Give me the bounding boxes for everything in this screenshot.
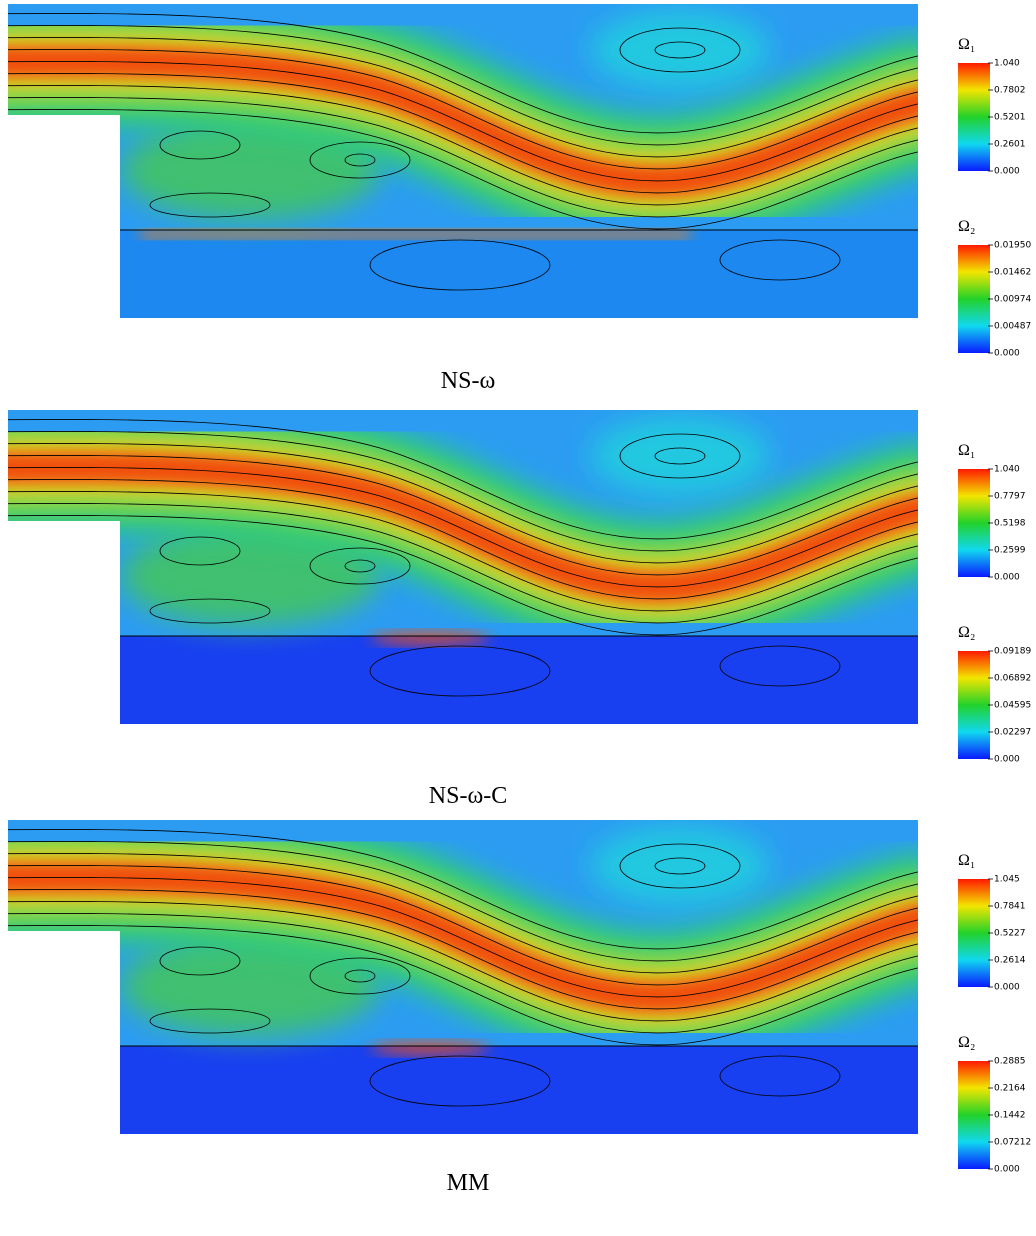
colorbar-tick-label: 0.06892 bbox=[994, 674, 1031, 684]
colorbar-label: Ω₁ bbox=[958, 442, 975, 459]
interface-peak bbox=[370, 1042, 490, 1054]
colorbar-tick-label: 0.09189 bbox=[994, 647, 1031, 657]
colorbar-tick-label: 0.7802 bbox=[994, 86, 1026, 96]
colorbar-tick-label: 0.000 bbox=[994, 167, 1020, 177]
contour-field bbox=[0, 406, 940, 736]
colorbar-tick-label: 0.00974 bbox=[994, 295, 1031, 305]
colorbar-tick-label: 0.2164 bbox=[994, 1084, 1026, 1094]
colorbar-tick-label: 1.045 bbox=[994, 875, 1020, 885]
interface-peak bbox=[370, 632, 490, 644]
colorbar bbox=[958, 245, 990, 353]
colorbar-tick-label: 0.7797 bbox=[994, 492, 1026, 502]
colorbar-tick-label: 0.5227 bbox=[994, 929, 1026, 939]
colorbar-tick-label: 0.07212 bbox=[994, 1138, 1031, 1148]
colorbar-tick-label: 0.2599 bbox=[994, 546, 1026, 556]
colorbar-tick-label: 0.000 bbox=[994, 983, 1020, 993]
colorbar-label: Ω₂ bbox=[958, 1034, 975, 1051]
colorbar-tick-label: 0.7841 bbox=[994, 902, 1026, 912]
contour-field bbox=[0, 816, 940, 1146]
colorbar-tick-label: 1.040 bbox=[994, 59, 1020, 69]
colorbar-label: Ω₂ bbox=[958, 218, 975, 235]
colorbar-tick-label: 0.000 bbox=[994, 573, 1020, 583]
colorbar bbox=[958, 879, 990, 987]
vortex bbox=[590, 826, 770, 906]
colorbar-tick-label: 0.2614 bbox=[994, 956, 1026, 966]
colorbar-label: Ω₁ bbox=[958, 36, 975, 53]
lower-region bbox=[120, 230, 920, 320]
colorbar-tick-label: 0.00487 bbox=[994, 322, 1031, 332]
colorbar-tick-label: 0.000 bbox=[994, 755, 1020, 765]
colorbar bbox=[958, 1061, 990, 1169]
colorbar-tick-label: 0.5198 bbox=[994, 519, 1026, 529]
colorbar-tick-label: 0.01950 bbox=[994, 241, 1031, 251]
caption: MM bbox=[447, 1170, 490, 1196]
colorbar-tick-label: 0.2885 bbox=[994, 1057, 1026, 1067]
panel: Ω₁ 1.040 0.7797 0.5198 0.2599 0.000 Ω₂ 0.09189 0… bbox=[0, 406, 1031, 809]
colorbar-tick-label: 0.04595 bbox=[994, 701, 1031, 711]
colorbar-label: Ω₂ bbox=[958, 624, 975, 641]
colorbar-tick-label: 0.000 bbox=[994, 349, 1020, 359]
panel: Ω₁ 1.045 0.7841 0.5227 0.2614 0.000 Ω₂ 0.2885 0.… bbox=[0, 816, 1031, 1196]
colorbar-label: Ω₁ bbox=[958, 852, 975, 869]
colorbar bbox=[958, 651, 990, 759]
colorbar bbox=[958, 63, 990, 171]
colorbar-tick-label: 0.000 bbox=[994, 1165, 1020, 1175]
colorbar-tick-label: 0.1442 bbox=[994, 1111, 1026, 1121]
colorbar bbox=[958, 469, 990, 577]
vortex bbox=[590, 10, 770, 90]
caption: NS-ω bbox=[441, 368, 495, 394]
panel: Ω₁ 1.040 0.7802 0.5201 0.2601 0.000 Ω₂ 0.01950 0… bbox=[0, 0, 1031, 394]
colorbar-tick-label: 0.02297 bbox=[994, 728, 1031, 738]
interface-peak bbox=[140, 230, 690, 238]
caption: NS-ω-C bbox=[429, 783, 507, 809]
colorbar-tick-label: 0.2601 bbox=[994, 140, 1026, 150]
colorbar-tick-label: 0.5201 bbox=[994, 113, 1026, 123]
contour-field bbox=[0, 0, 940, 330]
vortex bbox=[590, 416, 770, 496]
colorbar-tick-label: 1.040 bbox=[994, 465, 1020, 475]
colorbar-tick-label: 0.01462 bbox=[994, 268, 1031, 278]
